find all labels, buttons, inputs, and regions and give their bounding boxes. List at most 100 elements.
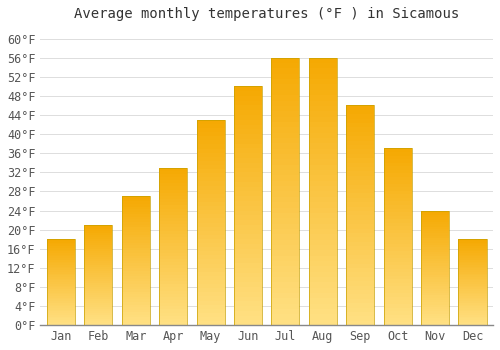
Bar — [346, 145, 374, 149]
Bar — [122, 271, 150, 274]
Bar — [421, 261, 449, 263]
Bar — [84, 269, 112, 271]
Bar — [47, 312, 75, 313]
Bar — [346, 242, 374, 246]
Bar — [47, 272, 75, 274]
Bar — [421, 268, 449, 270]
Bar — [234, 244, 262, 249]
Bar — [234, 296, 262, 301]
Bar — [384, 219, 411, 223]
Bar — [384, 251, 411, 254]
Bar — [84, 275, 112, 277]
Bar — [346, 184, 374, 189]
Bar — [196, 239, 224, 243]
Bar — [384, 297, 411, 300]
Bar — [159, 224, 187, 228]
Bar — [309, 79, 337, 84]
Bar — [309, 299, 337, 304]
Bar — [346, 255, 374, 259]
Bar — [421, 236, 449, 238]
Bar — [272, 154, 299, 159]
Bar — [84, 263, 112, 265]
Bar — [159, 168, 187, 171]
Bar — [84, 231, 112, 233]
Bar — [272, 282, 299, 288]
Bar — [234, 253, 262, 258]
Bar — [196, 165, 224, 169]
Bar — [84, 229, 112, 231]
Bar — [458, 286, 486, 287]
Bar — [47, 253, 75, 255]
Bar — [84, 259, 112, 261]
Bar — [384, 216, 411, 219]
Bar — [346, 136, 374, 141]
Bar — [122, 243, 150, 245]
Bar — [309, 288, 337, 293]
Bar — [234, 191, 262, 196]
Bar — [159, 187, 187, 190]
Bar — [122, 274, 150, 276]
Bar — [421, 250, 449, 252]
Bar — [346, 198, 374, 202]
Bar — [421, 215, 449, 217]
Bar — [234, 220, 262, 225]
Bar — [309, 304, 337, 309]
Bar — [421, 240, 449, 243]
Bar — [47, 261, 75, 263]
Bar — [458, 312, 486, 313]
Bar — [421, 293, 449, 295]
Bar — [384, 254, 411, 258]
Bar — [196, 169, 224, 173]
Bar — [272, 202, 299, 208]
Bar — [346, 189, 374, 193]
Bar — [458, 246, 486, 248]
Bar — [84, 267, 112, 269]
Bar — [346, 286, 374, 290]
Bar — [309, 256, 337, 261]
Bar — [346, 294, 374, 299]
Bar — [272, 288, 299, 293]
Bar — [122, 232, 150, 235]
Bar — [196, 226, 224, 231]
Bar — [196, 251, 224, 256]
Bar — [159, 199, 187, 202]
Bar — [84, 273, 112, 275]
Bar — [159, 290, 187, 294]
Bar — [159, 240, 187, 243]
Bar — [421, 282, 449, 284]
Bar — [234, 230, 262, 235]
Bar — [421, 312, 449, 314]
Bar — [122, 310, 150, 312]
Bar — [159, 180, 187, 183]
Bar — [384, 269, 411, 272]
Bar — [421, 247, 449, 250]
Bar — [272, 240, 299, 245]
Bar — [346, 167, 374, 172]
Bar — [309, 149, 337, 154]
Bar — [84, 255, 112, 257]
Bar — [234, 91, 262, 96]
Bar — [346, 259, 374, 264]
Bar — [47, 289, 75, 291]
Bar — [196, 161, 224, 165]
Bar — [122, 315, 150, 317]
Bar — [47, 299, 75, 301]
Bar — [47, 239, 75, 325]
Bar — [84, 277, 112, 279]
Bar — [272, 320, 299, 325]
Bar — [421, 309, 449, 312]
Bar — [272, 277, 299, 282]
Bar — [196, 194, 224, 198]
Bar — [346, 237, 374, 242]
Bar — [309, 245, 337, 250]
Bar — [234, 187, 262, 191]
Bar — [272, 122, 299, 127]
Bar — [196, 317, 224, 321]
Bar — [421, 316, 449, 318]
Bar — [159, 297, 187, 300]
Bar — [458, 251, 486, 253]
Bar — [47, 255, 75, 257]
Bar — [234, 125, 262, 130]
Bar — [421, 220, 449, 222]
Bar — [234, 101, 262, 105]
